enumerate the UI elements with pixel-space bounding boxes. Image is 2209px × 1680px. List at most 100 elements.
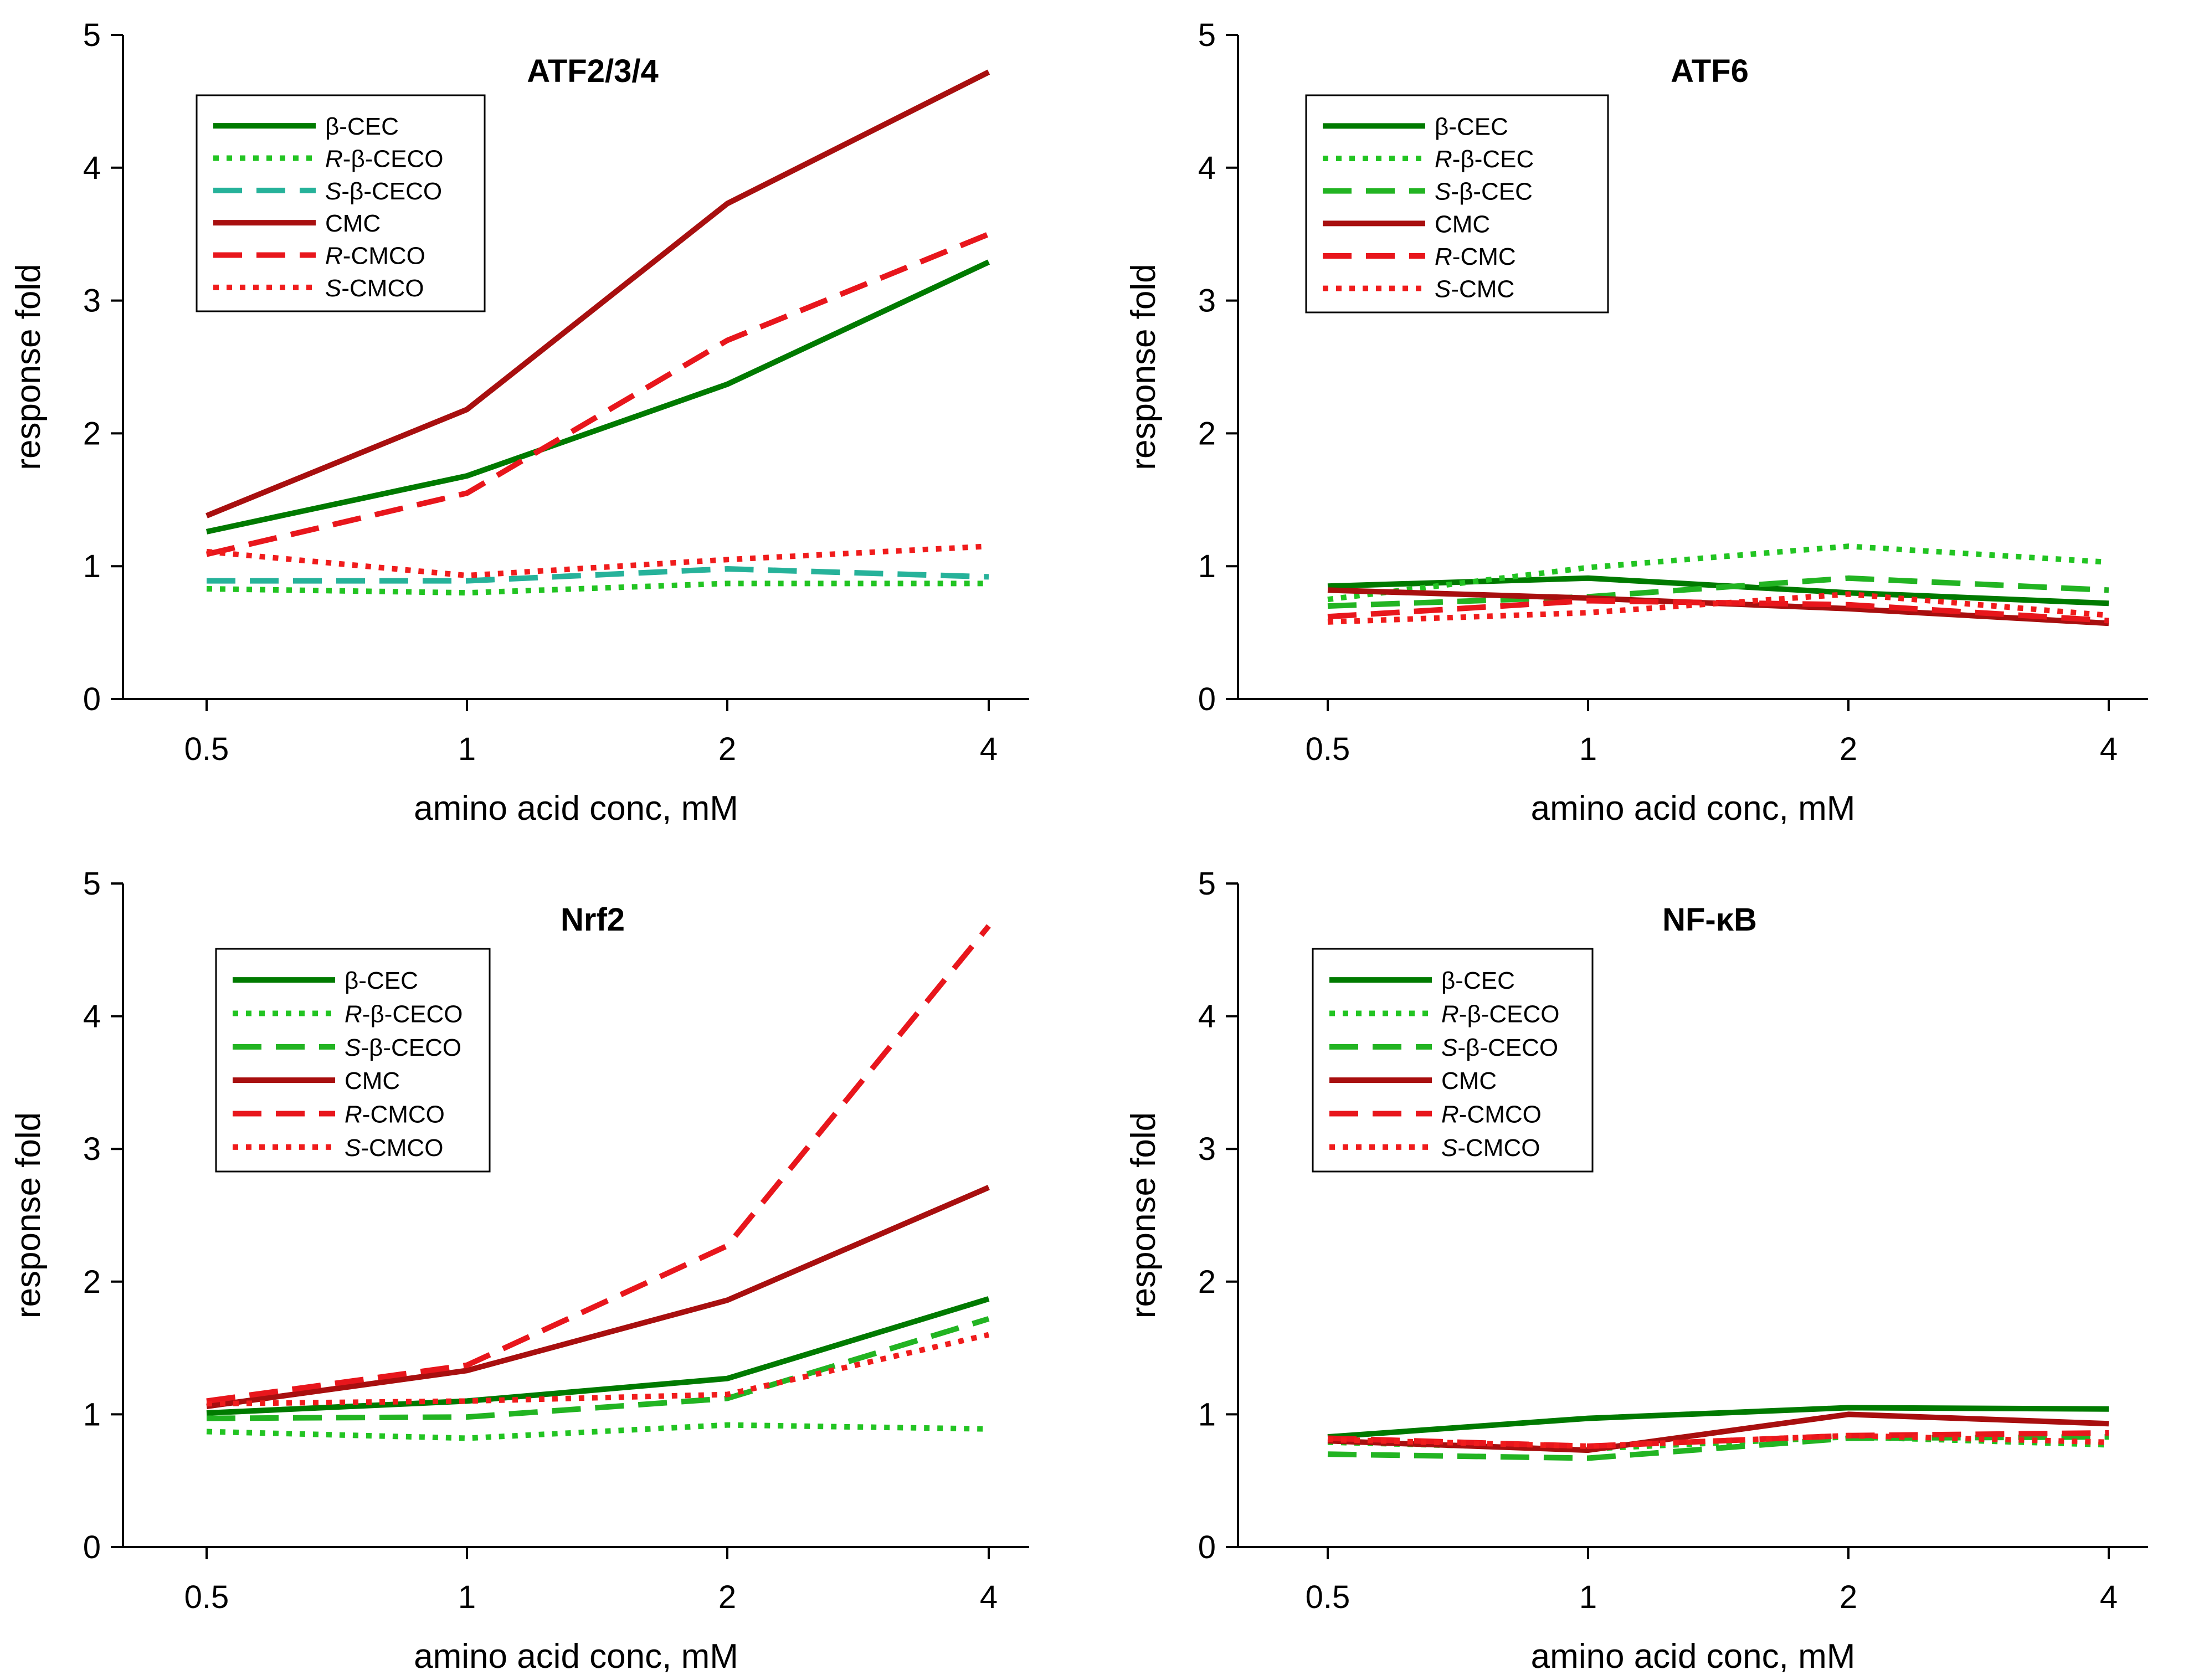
y-axis-title: response fold — [1124, 264, 1163, 470]
legend-label-name: CMC — [1459, 276, 1514, 303]
series-line — [1327, 575, 2109, 607]
series-line — [206, 580, 989, 596]
legend-label-prefix: R — [325, 243, 343, 270]
legend-label-name: β-CECO — [1467, 1001, 1559, 1028]
y-tick-label: 5 — [83, 17, 101, 53]
x-tick-label: 2 — [1840, 731, 1857, 767]
x-tick-label: 1 — [1579, 731, 1597, 767]
legend-label-dash: - — [341, 178, 350, 205]
legend-label-name: CMC — [345, 1067, 400, 1095]
y-tick-label: 4 — [83, 999, 101, 1035]
series-line — [206, 69, 990, 518]
x-tick-label: 1 — [1579, 1579, 1597, 1615]
legend-label-name: β-CEC — [1435, 113, 1508, 140]
legend-label-name: β-CECO — [370, 1001, 463, 1028]
legend-label-name: CMC — [325, 210, 381, 237]
series-line — [206, 1185, 990, 1409]
legend-label-dash: - — [1452, 146, 1461, 173]
y-tick-label: 2 — [83, 415, 101, 451]
legend-label-prefix: R — [1441, 1001, 1459, 1028]
series-line — [206, 1316, 990, 1421]
legend-label: β-CEC — [1435, 113, 1508, 140]
y-tick-label: 5 — [1198, 17, 1216, 53]
chart-panel-1: 0 1 2 3 4 5 0.5 1 2 4 amino acid conc, mM response … — [9, 17, 1029, 828]
legend-label-prefix: S — [1435, 178, 1451, 205]
legend-label-name: CMC — [1460, 243, 1516, 270]
legend-label-name: β-CEC — [325, 113, 399, 140]
series-line — [206, 232, 990, 557]
series-line — [207, 566, 989, 584]
legend-label-name: β-CECO — [351, 146, 443, 173]
legend-label-name: CMCO — [1466, 1134, 1540, 1162]
legend-label-prefix: R — [325, 146, 343, 173]
y-tick-label: 1 — [83, 548, 101, 584]
legend-label-dash: - — [343, 146, 351, 173]
legend-label: S-CMCO — [345, 1134, 443, 1162]
series-line — [1327, 1432, 2109, 1449]
y-tick-label: 3 — [1198, 1131, 1216, 1167]
legend-box — [1305, 94, 1609, 314]
legend-label-name: β-CECO — [369, 1034, 461, 1061]
series-line — [1327, 591, 2109, 625]
y-tick-label: 5 — [1198, 866, 1216, 902]
legend-label-dash: - — [1452, 243, 1461, 270]
legend-label: S-β-CECO — [325, 178, 442, 205]
x-tick-label: 1 — [458, 1579, 476, 1615]
x-tick-label: 2 — [718, 731, 736, 767]
series-line — [206, 1332, 990, 1407]
legend-label: CMC — [325, 210, 381, 237]
legend-label-name: CMC — [1441, 1067, 1497, 1095]
legend-label: R-β-CECO — [1441, 1001, 1560, 1028]
legend-box — [196, 94, 486, 312]
y-tick-label: 4 — [83, 150, 101, 186]
x-tick-label: 4 — [2100, 1579, 2118, 1615]
series-line — [206, 924, 991, 1404]
y-tick-label: 4 — [1198, 999, 1216, 1035]
legend-label-prefix: R — [1435, 243, 1452, 270]
legend-label: S-CMCO — [1441, 1134, 1540, 1162]
legend-label-dash: - — [1451, 276, 1459, 303]
series-line — [1327, 1411, 2109, 1453]
legend-label-name: β-CEC — [345, 967, 418, 994]
y-tick-label: 3 — [83, 283, 101, 319]
legend-label-dash: - — [1457, 1134, 1466, 1162]
legend-label: β-CEC — [325, 113, 399, 140]
y-tick-label: 2 — [1198, 415, 1216, 451]
y-axis-title: response fold — [9, 1112, 48, 1318]
legend-label-prefix: R — [345, 1001, 362, 1028]
legend-label: R-CMCO — [325, 243, 425, 270]
y-tick-label: 1 — [1198, 1396, 1216, 1432]
panel-title: NF-κB — [1662, 902, 1757, 938]
legend-label: CMC — [1435, 210, 1490, 238]
legend-label-name: CMCO — [369, 1134, 443, 1162]
legend-label: β-CEC — [345, 967, 418, 994]
x-tick-label: 0.5 — [184, 731, 229, 767]
y-tick-label: 2 — [1198, 1264, 1216, 1300]
series-line — [1327, 1434, 2109, 1461]
legend-label: R-CMCO — [345, 1101, 445, 1128]
x-tick-label: 2 — [718, 1579, 736, 1615]
legend-label-dash: - — [343, 243, 351, 270]
legend-label: S-CMCO — [325, 275, 424, 302]
legend-label: R-β-CECO — [345, 1001, 463, 1028]
y-axis-title: response fold — [1124, 1112, 1163, 1318]
y-tick-label: 4 — [1198, 150, 1216, 186]
x-tick-label: 2 — [1840, 1579, 1857, 1615]
x-tick-label: 4 — [980, 1579, 998, 1615]
y-tick-label: 5 — [83, 866, 101, 902]
legend-label-prefix: S — [345, 1134, 361, 1162]
legend-label-dash: - — [1459, 1001, 1467, 1028]
chart-panel-4: 0 1 2 3 4 5 0.5 1 2 4 amino acid conc, mM response … — [1124, 866, 2148, 1676]
legend-label-name: CMCO — [350, 275, 424, 302]
x-axis-title: amino acid conc, mM — [1531, 1637, 1856, 1676]
legend-label-prefix: R — [1435, 146, 1452, 173]
legend-label: CMC — [345, 1067, 400, 1095]
x-tick-label: 4 — [2100, 731, 2118, 767]
y-axis-title: response fold — [9, 264, 48, 470]
x-tick-label: 1 — [458, 731, 476, 767]
legend-label: S-β-CECO — [345, 1034, 461, 1061]
y-tick-label: 2 — [83, 1264, 101, 1300]
